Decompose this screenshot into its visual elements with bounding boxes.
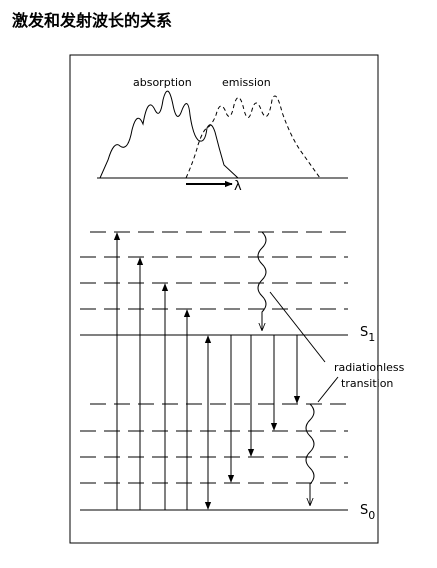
s1-label: S1: [360, 325, 375, 344]
radiationless-wave: [305, 403, 315, 505]
radiationless-wave: [257, 231, 267, 330]
title: 激发和发射波长的关系: [12, 11, 172, 30]
annotation-line: transition: [341, 377, 393, 390]
absorption-arrows: [113, 232, 212, 510]
emission-label: emission: [222, 76, 271, 89]
s0-label: S0: [360, 503, 375, 522]
emission-curve: [185, 95, 321, 179]
pointer-line: [317, 376, 339, 403]
frame: [69, 54, 379, 544]
absorption-curve: [99, 90, 239, 179]
emission-arrows: [227, 335, 301, 483]
absorption-label: absorption: [133, 76, 192, 89]
pointer-line: [269, 291, 326, 363]
annotation-line: radiationless: [334, 361, 405, 374]
wavelength-label: λ: [234, 179, 242, 194]
